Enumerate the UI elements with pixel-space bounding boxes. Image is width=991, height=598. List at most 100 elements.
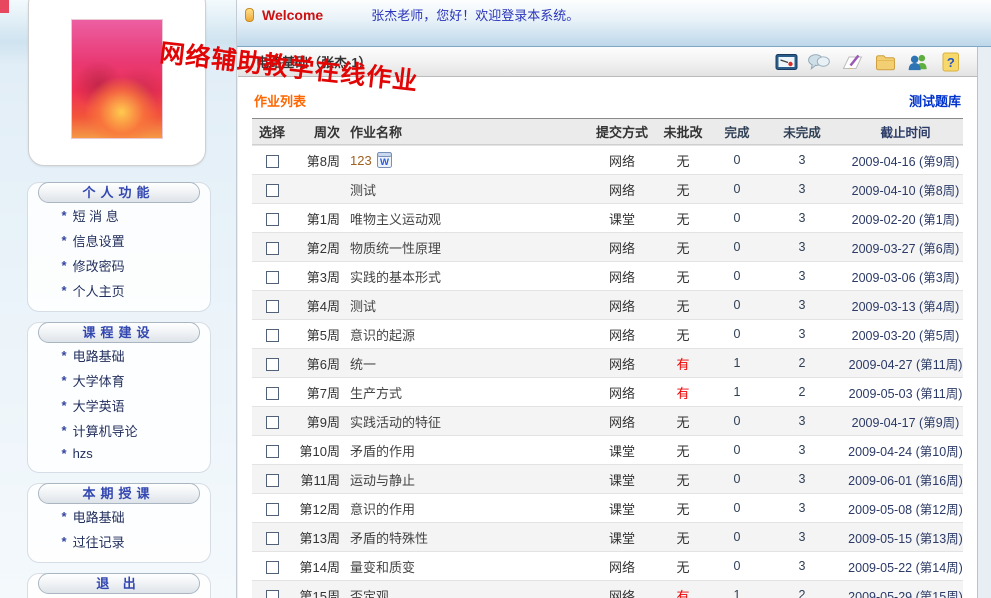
homework-table: 选择 周次 作业名称 提交方式 未批改 完成 未完成 截止时间 第8周 123 W 网络无 0 3 2009… xyxy=(252,118,963,598)
sidebar-item[interactable]: * 大学英语 xyxy=(28,393,210,418)
ungraded-flag: 无 xyxy=(676,443,690,459)
sidebar-item-label: 个人主页 xyxy=(72,284,125,299)
submit-method-cell: 网络 xyxy=(608,588,635,598)
homework-name[interactable]: 矛盾的特殊性 xyxy=(350,530,429,546)
row-checkbox[interactable] xyxy=(265,241,279,255)
row-checkbox[interactable] xyxy=(265,502,279,516)
sidebar-item[interactable]: * hzs xyxy=(28,443,210,464)
sidebar-item[interactable]: * 修改密码 xyxy=(28,253,210,278)
row-checkbox[interactable] xyxy=(265,212,279,226)
sidebar-section-card: * 短 消 息 * 信息设置 * 修改密码 * 个人主页 xyxy=(26,182,211,312)
sidebar-section-header[interactable]: 本期授课 xyxy=(37,483,200,504)
content-area: 作业列表 测试题库 选择 周次 作业名称 提交方式 未批改 完成 未完成 截止时间 第8周 123… xyxy=(238,77,977,598)
homework-name-cell: 实践的基本形式 xyxy=(340,267,596,286)
sidebar-section-card: * 电路基础 * 大学体育 * 大学英语 * 计算机导论 * hzs xyxy=(26,322,211,473)
undone-count-cell: 2 xyxy=(798,385,806,399)
table-row: 第9周 实践活动的特征 网络 无 0 3 2009-04-17 (第9周) xyxy=(252,406,963,435)
sidebar-item[interactable]: * 过往记录 xyxy=(28,529,210,554)
done-count-cell: 0 xyxy=(733,269,741,283)
row-checkbox[interactable] xyxy=(265,531,279,545)
sidebar-section-header[interactable]: 退 出 xyxy=(37,573,200,594)
row-checkbox[interactable] xyxy=(265,415,279,429)
row-checkbox[interactable] xyxy=(265,589,279,598)
homework-name[interactable]: 物质统一性原理 xyxy=(350,240,442,256)
ungraded-flag: 有 xyxy=(676,356,690,372)
sidebar-item[interactable]: * 短 消 息 xyxy=(28,203,210,228)
welcome-label: Welcome xyxy=(262,6,324,23)
select-cell xyxy=(252,152,292,168)
sidebar-item[interactable]: *返回首页 xyxy=(28,594,210,598)
done-count-cell: 0 xyxy=(733,211,741,225)
ungraded-cell: 有 xyxy=(648,383,718,402)
homework-name[interactable]: 123 xyxy=(350,152,372,168)
bullet-icon: * xyxy=(61,348,67,363)
homework-name[interactable]: 实践活动的特征 xyxy=(350,414,442,430)
homework-name[interactable]: 矛盾的作用 xyxy=(350,443,416,459)
homework-name[interactable]: 实践的基本形式 xyxy=(350,269,442,285)
undone-count-cell: 3 xyxy=(798,240,806,254)
sidebar-item[interactable]: * 信息设置 xyxy=(28,228,210,253)
row-checkbox[interactable] xyxy=(265,154,279,168)
row-checkbox[interactable] xyxy=(265,270,279,284)
sidebar-section-header[interactable]: 个人功能 xyxy=(37,182,200,203)
corner-decoration xyxy=(0,0,9,13)
ungraded-flag: 无 xyxy=(676,530,690,546)
row-checkbox[interactable] xyxy=(265,299,279,313)
week-cell: 第9周 xyxy=(306,414,340,430)
homework-name[interactable]: 运动与静止 xyxy=(350,472,416,488)
row-checkbox[interactable] xyxy=(265,473,279,487)
row-checkbox[interactable] xyxy=(265,386,279,400)
done-count-cell: 0 xyxy=(733,443,741,457)
homework-name[interactable]: 测试 xyxy=(350,182,377,198)
photo-board-icon[interactable] xyxy=(774,51,798,73)
row-checkbox[interactable] xyxy=(265,560,279,574)
help-icon[interactable]: ? xyxy=(939,51,963,73)
users-icon[interactable] xyxy=(906,51,930,73)
homework-name-cell: 生产方式 xyxy=(340,383,596,402)
submit-method-cell: 课堂 xyxy=(608,530,635,546)
main-panel: 电路基础（张杰-1） ? 作业列表 测试题库 选择 周次 作业名称 提交方式 未批改 完成… xyxy=(238,47,978,598)
login-greeting-text: 张杰老师，您好！欢迎登录本系统。 xyxy=(371,8,580,23)
sidebar-item[interactable]: * 电路基础 xyxy=(28,504,210,529)
done-count-cell: 0 xyxy=(733,153,741,167)
homework-name[interactable]: 统一 xyxy=(350,356,377,372)
svg-text:W: W xyxy=(380,157,389,168)
row-checkbox[interactable] xyxy=(265,444,279,458)
homework-name-cell: 统一 xyxy=(340,354,596,373)
sidebar-section: * 电路基础 * 过往记录 本期授课 xyxy=(26,483,211,563)
question-bank-link[interactable]: 测试题库 xyxy=(908,94,961,109)
sidebar-item[interactable]: * 计算机导论 xyxy=(28,418,210,443)
homework-name[interactable]: 意识的起源 xyxy=(350,327,416,343)
sidebar-section-header[interactable]: 课程建设 xyxy=(37,322,200,343)
row-checkbox[interactable] xyxy=(265,357,279,371)
table-row: 第14周 量变和质变 网络 无 0 3 2009-05-22 (第14周) xyxy=(252,551,963,580)
ungraded-cell: 无 xyxy=(648,296,718,315)
ungraded-flag: 有 xyxy=(676,588,690,598)
course-title: 电路基础（张杰-1） xyxy=(256,55,372,70)
folder-icon[interactable] xyxy=(873,51,897,73)
homework-name[interactable]: 唯物主义运动观 xyxy=(350,211,442,227)
row-checkbox[interactable] xyxy=(265,328,279,342)
homework-name[interactable]: 量变和质变 xyxy=(350,559,416,575)
homework-name[interactable]: 测试 xyxy=(350,298,377,314)
homework-name[interactable]: 生产方式 xyxy=(350,385,403,401)
word-doc-icon[interactable]: W xyxy=(376,152,392,168)
homework-name[interactable]: 否定观 xyxy=(350,588,390,598)
submit-method-cell: 网络 xyxy=(608,269,635,285)
submit-method-cell: 网络 xyxy=(608,298,635,314)
week-cell: 第1周 xyxy=(306,211,340,227)
table-row: 第2周 物质统一性原理 网络 无 0 3 2009-03-27 (第6周) xyxy=(252,232,963,261)
done-count-cell: 0 xyxy=(733,327,741,341)
deadline-cell: 2009-03-06 (第3周) xyxy=(851,270,960,285)
week-cell: 第11周 xyxy=(300,472,341,488)
chat-icon[interactable] xyxy=(807,51,831,73)
sidebar-item[interactable]: * 个人主页 xyxy=(28,278,210,303)
sidebar-item[interactable]: * 大学体育 xyxy=(28,368,210,393)
row-checkbox[interactable] xyxy=(265,183,279,197)
homework-name-cell: 唯物主义运动观 xyxy=(340,209,596,228)
ungraded-cell: 无 xyxy=(648,209,718,228)
sidebar-item[interactable]: * 电路基础 xyxy=(28,343,210,368)
homework-name[interactable]: 意识的作用 xyxy=(350,501,416,517)
ungraded-flag: 无 xyxy=(676,298,690,314)
edit-icon[interactable] xyxy=(840,51,864,73)
